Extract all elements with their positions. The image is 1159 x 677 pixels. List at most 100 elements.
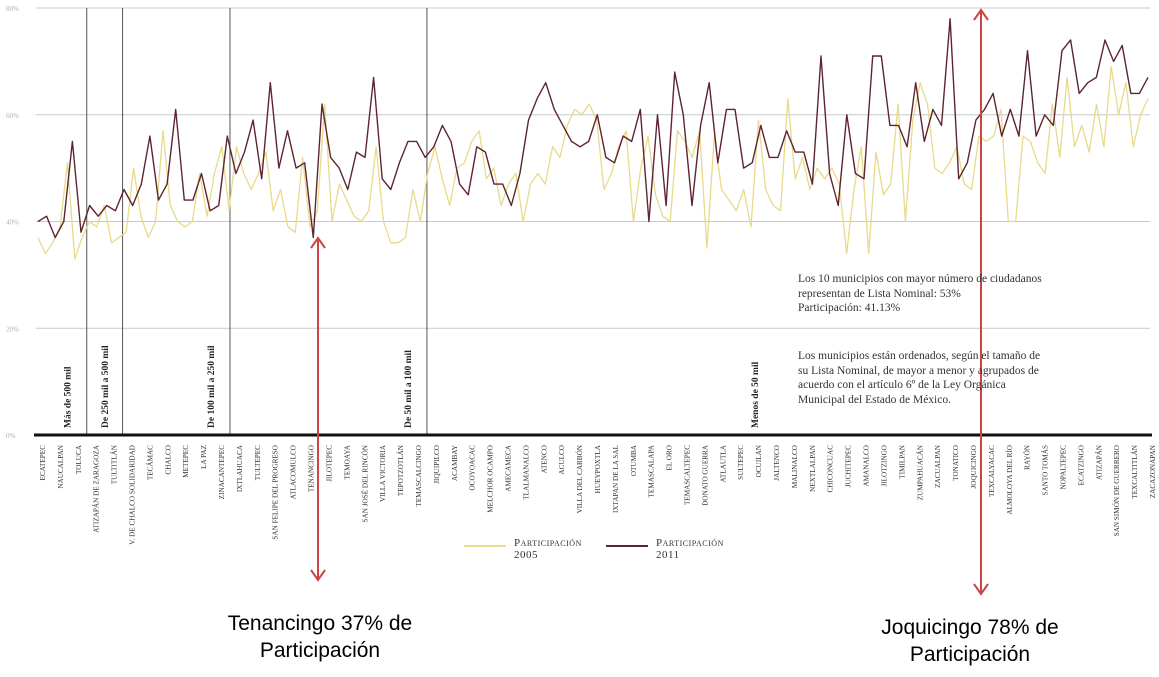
x-tick-labels: ECATEPEC NAUCALPAN TOLUCA ATIZAPÁN DE ZARAG… <box>39 444 1157 545</box>
annotation-line: Joquicingo 78% de <box>881 616 1059 639</box>
x-tick-label: TOLUCA <box>75 444 83 474</box>
x-tick-label: TONATICO <box>952 445 960 481</box>
arrow-head-up <box>973 8 989 21</box>
group-label: De 100 mil a 250 mil <box>207 345 217 428</box>
x-tick-label: TEMASCALAPA <box>648 444 656 497</box>
grid <box>36 7 1150 329</box>
y-tick-label: 0% <box>6 432 16 440</box>
series-line-2005 <box>37 66 1149 260</box>
legend-item-2005: Participación 2005 <box>464 537 582 561</box>
legend-item-2011: Participación 2011 <box>606 537 724 561</box>
x-tick-label: MALINALCO <box>791 445 799 488</box>
x-tick-label: ATLACOMULCO <box>290 445 298 499</box>
group-dividers <box>86 8 428 435</box>
x-tick-label: VILLA DEL CARBÓN <box>574 444 584 513</box>
x-tick-label: JILOTEPEC <box>325 445 333 482</box>
y-tick-labels: 0% 20% 40% 60% 80% <box>6 5 19 440</box>
x-tick-label: SAN FELIPE DEL PROGRESO <box>272 445 280 540</box>
arrow-head-down <box>973 583 989 596</box>
note-line: Los municipios están ordenados, según el… <box>798 350 1041 362</box>
x-tick-label: TENANCINGO <box>308 445 316 492</box>
legend-year: 2005 <box>514 549 538 561</box>
x-tick-label: METEPEC <box>182 445 190 478</box>
x-tick-label: TIMILPAN <box>898 444 906 478</box>
x-tick-label: ZINACANTEPEC <box>218 445 226 500</box>
x-tick-label: TULTITLÁN <box>109 444 119 484</box>
y-tick-label: 20% <box>6 325 19 333</box>
x-tick-label: RAYÓN <box>1022 444 1032 470</box>
x-tick-label: NOPALTEPEC <box>1059 445 1067 490</box>
x-tick-label: ECATZINGO <box>1077 445 1085 485</box>
x-tick-label: TEMOAYA <box>343 444 351 479</box>
x-tick-label: TEPOTZOTLÁN <box>395 444 405 496</box>
x-tick-label: IXTLAHUACA <box>236 444 244 492</box>
x-tick-label: TLALMANALCO <box>522 445 530 500</box>
annotation-line: Participación <box>909 643 1031 666</box>
arrow-tenancingo <box>310 236 326 582</box>
note-line: Los 10 municipios con mayor número de ci… <box>798 273 1042 285</box>
group-label: De 50 mil a 100 mil <box>404 350 414 428</box>
x-tick-label: JIQUIPILCO <box>433 445 441 484</box>
x-tick-label: ZACAZONAPAN <box>1149 444 1157 498</box>
x-tick-label: AMANALCO <box>863 445 871 487</box>
annotation-tenancingo: Tenancingo 37% de Participación <box>160 610 480 664</box>
x-tick-label: ACAMBAY <box>451 444 459 481</box>
x-tick-label: LA PAZ <box>200 445 208 469</box>
x-tick-label: ACULCO <box>558 445 566 475</box>
x-tick-label: ATIZAPÁN <box>1093 444 1103 480</box>
x-tick-label: NAUCALPAN <box>57 444 65 488</box>
x-tick-label: JALTENCO <box>773 445 781 481</box>
legend-swatch-2011 <box>606 545 648 547</box>
x-tick-label: TECÁMAC <box>144 445 154 480</box>
x-tick-label: ZUMPAHUACÁN <box>914 444 924 500</box>
x-tick-label: CHALCO <box>164 445 172 475</box>
x-tick-label: ZACUALPAN <box>934 444 942 488</box>
x-tick-label: VILLA VICTORIA <box>379 444 387 502</box>
annotation-line: Participación <box>259 639 381 662</box>
x-tick-label: V. DE CHALCO SOLIDARIDAD <box>129 445 137 545</box>
annotation-joquicingo: Joquicingo 78% de Participación <box>800 614 1140 668</box>
legend-year: 2011 <box>656 549 680 561</box>
y-tick-label: 80% <box>6 5 19 13</box>
x-tick-label: ATENCO <box>540 445 548 473</box>
note-line: acuerdo con el artículo 6º de la Ley Org… <box>798 379 1006 391</box>
x-tick-label: DONATO GUERRA <box>701 444 709 506</box>
note-line: Municipal del Estado de México. <box>798 393 951 406</box>
x-tick-label: AMECAMECA <box>504 444 512 492</box>
x-tick-label: TEXCALTITLÁN <box>1129 444 1139 498</box>
x-tick-label: SAN SIMÓN DE GUERRERO <box>1111 445 1121 536</box>
x-tick-label: NEXTLALPAN <box>809 444 817 492</box>
note-line: Participación: 41.13% <box>798 302 901 314</box>
x-tick-label: TEMASCALCINGO <box>415 445 423 507</box>
arrow-head-up <box>310 236 326 249</box>
x-tick-label: TEMASCALTEPEC <box>684 445 692 505</box>
x-tick-label: TULTEPEC <box>254 445 262 480</box>
group-label: Menos de 50 mil <box>751 361 761 428</box>
legend-label: Participación <box>514 537 582 549</box>
x-tick-label: HUEYPOXTLA <box>594 444 602 493</box>
x-tick-label: TEXCALYACAC <box>988 445 996 497</box>
note-line: representan de Lista Nominal: 53% <box>798 287 961 300</box>
x-tick-label: ATLAUTLA <box>719 444 727 482</box>
y-tick-label: 60% <box>6 112 19 120</box>
group-label: Más de 500 mil <box>64 366 74 428</box>
y-tick-label: 40% <box>6 219 19 227</box>
note-line: su Lista Nominal, de mayor a menor y agr… <box>798 364 1039 377</box>
x-tick-label: SULTEPEC <box>737 445 745 480</box>
legend-label: Participación <box>656 537 724 549</box>
x-tick-label: SANTO TOMÁS <box>1040 445 1050 496</box>
group-labels: Más de 500 mil De 250 mil a 500 mil De 100… <box>64 345 761 428</box>
x-tick-label: MELCHOR OCAMPO <box>487 445 495 513</box>
annotation-line: Tenancingo 37% de <box>227 612 413 635</box>
x-tick-label: JOQUICINGO <box>970 445 978 489</box>
x-tick-label: JILOTZINGO <box>880 445 888 487</box>
x-tick-label: EL ORO <box>666 445 674 471</box>
x-tick-label: OCOYOACAC <box>469 445 477 491</box>
note-ordering: Los municipios están ordenados, según el… <box>798 349 1128 407</box>
x-tick-label: ATIZAPÁN DE ZARAGOZA <box>91 444 101 533</box>
arrow-joquicingo <box>973 8 989 596</box>
arrows <box>310 8 989 596</box>
group-label: De 250 mil a 500 mil <box>101 345 111 428</box>
x-tick-label: SAN JOSÉ DEL RINCÓN <box>359 444 369 522</box>
